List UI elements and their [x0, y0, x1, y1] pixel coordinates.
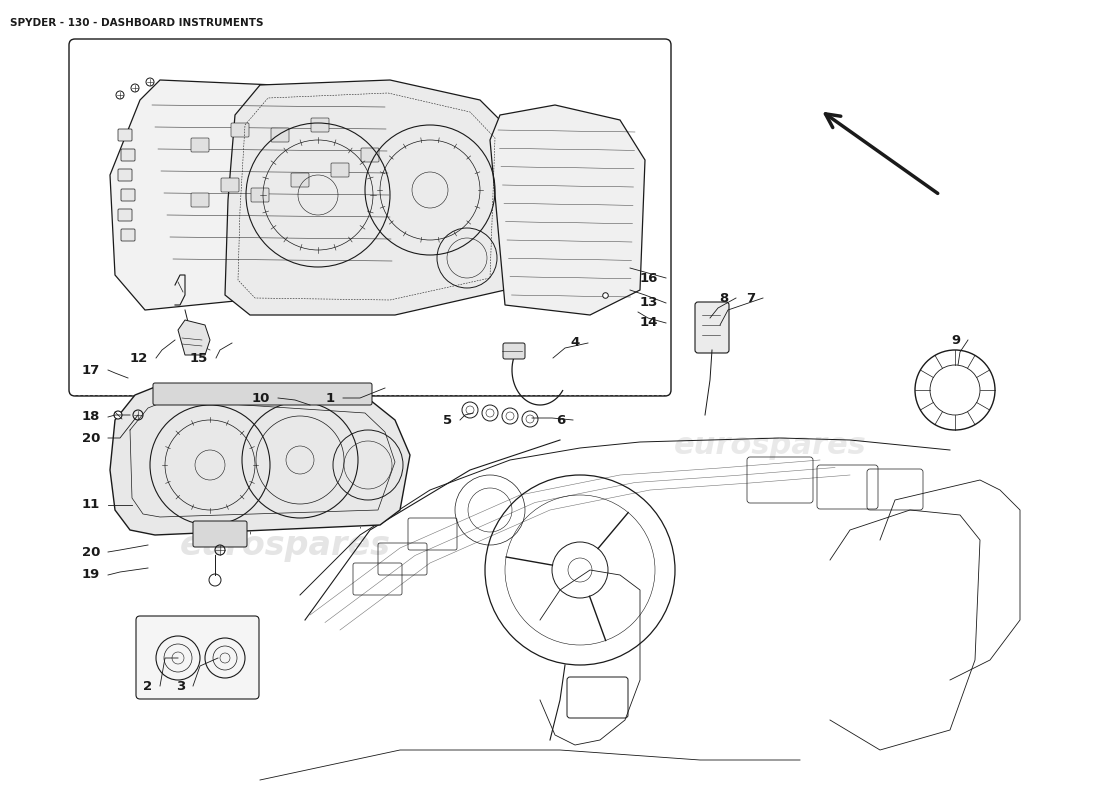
Polygon shape — [226, 80, 510, 315]
FancyBboxPatch shape — [503, 343, 525, 359]
Text: 19: 19 — [81, 569, 100, 582]
FancyBboxPatch shape — [121, 189, 135, 201]
FancyBboxPatch shape — [361, 148, 379, 162]
Text: 10: 10 — [252, 391, 270, 405]
FancyBboxPatch shape — [69, 39, 671, 396]
Text: 8: 8 — [718, 291, 728, 305]
Text: 18: 18 — [81, 410, 100, 423]
FancyBboxPatch shape — [221, 178, 239, 192]
Text: 3: 3 — [176, 679, 185, 693]
FancyBboxPatch shape — [118, 129, 132, 141]
Text: 1: 1 — [326, 391, 336, 405]
Text: eurospares: eurospares — [673, 430, 867, 459]
Text: 12: 12 — [130, 351, 148, 365]
FancyBboxPatch shape — [153, 383, 372, 405]
Circle shape — [114, 411, 122, 419]
FancyBboxPatch shape — [251, 188, 270, 202]
Polygon shape — [178, 320, 210, 355]
Text: 14: 14 — [639, 317, 658, 330]
FancyBboxPatch shape — [136, 616, 258, 699]
FancyBboxPatch shape — [292, 173, 309, 187]
Text: SPYDER - 130 - DASHBOARD INSTRUMENTS: SPYDER - 130 - DASHBOARD INSTRUMENTS — [10, 18, 264, 28]
FancyBboxPatch shape — [231, 123, 249, 137]
Text: 17: 17 — [81, 363, 100, 377]
FancyBboxPatch shape — [271, 128, 289, 142]
FancyBboxPatch shape — [121, 229, 135, 241]
Text: 4: 4 — [571, 337, 580, 350]
FancyBboxPatch shape — [118, 209, 132, 221]
Polygon shape — [110, 385, 410, 535]
Text: 7: 7 — [746, 291, 755, 305]
FancyBboxPatch shape — [191, 193, 209, 207]
Text: 2: 2 — [143, 679, 152, 693]
Text: 13: 13 — [639, 297, 658, 310]
Text: eurospares: eurospares — [179, 238, 390, 271]
FancyBboxPatch shape — [118, 169, 132, 181]
Text: 20: 20 — [81, 546, 100, 558]
FancyBboxPatch shape — [695, 302, 729, 353]
Text: eurospares: eurospares — [179, 529, 390, 562]
Text: 16: 16 — [639, 271, 658, 285]
FancyBboxPatch shape — [192, 521, 248, 547]
FancyBboxPatch shape — [191, 138, 209, 152]
Text: 20: 20 — [81, 431, 100, 445]
Text: 6: 6 — [556, 414, 565, 426]
Text: 9: 9 — [950, 334, 960, 346]
FancyBboxPatch shape — [311, 118, 329, 132]
Text: 5: 5 — [443, 414, 452, 426]
Text: 11: 11 — [81, 498, 100, 511]
Text: 15: 15 — [189, 351, 208, 365]
FancyBboxPatch shape — [331, 163, 349, 177]
Polygon shape — [490, 105, 645, 315]
Polygon shape — [110, 80, 410, 310]
FancyBboxPatch shape — [121, 149, 135, 161]
